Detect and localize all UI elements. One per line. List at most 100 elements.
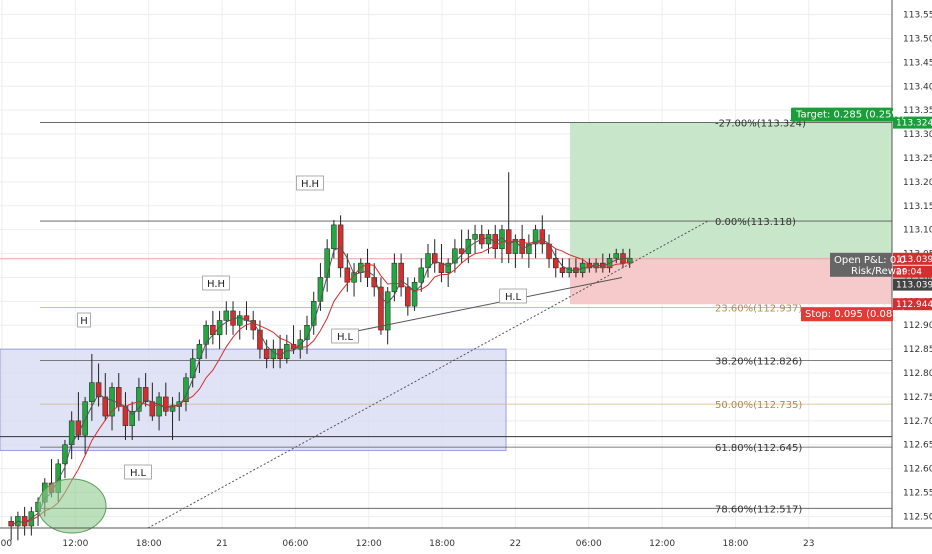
drawings-layer <box>37 220 709 534</box>
price-tick-label: 112.650 <box>903 441 932 451</box>
fib-level-label: 0.00%(113.118) <box>715 217 796 228</box>
fib-level-label: 61.80%(112.645) <box>715 443 802 454</box>
candle-up <box>317 277 324 302</box>
time-tick-label: 21 <box>216 539 227 549</box>
candle-up <box>136 387 142 412</box>
candle-up <box>169 406 176 412</box>
price-tag <box>893 278 932 291</box>
price-axis[interactable]: 113.550 113.500 113.450 113.400 113.350 113.3… <box>891 0 932 528</box>
annotation-label: H.L <box>130 468 147 479</box>
time-tick-label: 23 <box>803 539 814 549</box>
risk-reward-label: Risk/Rewar <box>851 266 907 277</box>
annotations-layer: H H.H H.H H.L H.L H.L <box>77 175 527 480</box>
candle-up <box>62 444 68 465</box>
candle-up <box>465 238 472 254</box>
target-zone <box>570 122 892 259</box>
fib-level-label: 50.00%(112.735) <box>715 400 802 411</box>
annotation-box <box>499 288 527 304</box>
candle-up <box>331 224 337 250</box>
price-tick-label: 112.900 <box>903 321 932 331</box>
candle-down <box>431 253 438 264</box>
dashed-trend-line <box>147 220 709 529</box>
price-tick-label: 113.250 <box>903 154 932 164</box>
annotation-label: H.L <box>505 292 522 303</box>
open-pl-box <box>830 252 892 277</box>
annotation-box <box>124 464 152 480</box>
price-tag-label: 29:04 <box>896 268 922 278</box>
candle-down <box>552 258 559 269</box>
candle-down <box>102 396 109 417</box>
price-tag <box>893 298 932 311</box>
candle-up <box>472 234 478 240</box>
price-tick-label: 112.700 <box>903 417 932 427</box>
price-tick-label: 112.550 <box>903 489 932 499</box>
annotation-label: H.L <box>337 332 354 343</box>
candle-up <box>613 253 620 259</box>
target-label-box <box>791 107 893 122</box>
candle-down <box>95 382 102 398</box>
levels-layer: -27.00%(113.324) 0.00%(113.118) 23.60%(112… <box>0 119 892 515</box>
candle-up <box>216 320 223 336</box>
candle-up <box>284 344 290 359</box>
candle-down <box>378 286 384 331</box>
price-tick-label: 113.450 <box>903 58 932 68</box>
annotation-label: H.H <box>207 279 225 290</box>
price-tick-label: 113.000 <box>903 273 932 283</box>
highlight-ellipse <box>37 478 107 534</box>
candle-up <box>189 358 196 379</box>
price-tick-label: 112.750 <box>903 393 932 403</box>
annotation-box <box>202 275 230 291</box>
price-tick-label: 112.800 <box>903 369 932 379</box>
price-tick-label: 113.150 <box>903 202 932 212</box>
time-tick-label: 18:00 <box>722 539 748 549</box>
annotation-label: H <box>80 316 88 327</box>
candle-down <box>263 348 270 359</box>
candle-up <box>109 387 115 417</box>
annotation-label: H.H <box>301 179 319 190</box>
price-tag <box>893 265 932 278</box>
position-labels: Target: 0.285 (0.25%) Stop: 0.095 (0.08%)… <box>791 107 907 322</box>
candle-up <box>526 243 532 254</box>
candle-up <box>203 324 209 345</box>
price-tick-label: 113.300 <box>903 130 932 140</box>
candle-down <box>290 344 297 350</box>
candle-down <box>257 329 263 350</box>
time-tick-label: 18:00 <box>429 539 455 549</box>
candle-up <box>411 281 418 307</box>
annotation-box <box>331 328 359 344</box>
candle-down <box>546 243 552 259</box>
price-tag-label: 113.039 <box>896 255 932 265</box>
price-tick-label: 113.400 <box>903 82 932 92</box>
candle-up <box>89 382 95 402</box>
candle-up <box>196 344 203 359</box>
price-tag-label: 113.324 <box>896 119 932 129</box>
time-tick-label: 18:00 <box>136 539 162 549</box>
price-tick-label: 112.850 <box>903 345 932 355</box>
candle-down <box>8 520 14 527</box>
candle-down <box>149 401 156 417</box>
time-tick-label: 12:00 <box>649 539 675 549</box>
ma-layer <box>10 236 630 527</box>
candle-up <box>391 262 398 293</box>
candle-down <box>492 234 498 250</box>
stop-label: Stop: 0.095 (0.08%) <box>805 309 906 320</box>
candle-up <box>223 310 230 321</box>
time-axis[interactable]: 6:00 12:00 18:00 21 06:00 12:00 18:00 22 06:00 12… <box>0 527 932 549</box>
candle-down <box>438 262 445 273</box>
candle-down <box>115 387 122 407</box>
price-tick-label: 113.550 <box>903 11 932 21</box>
moving-average-line <box>10 236 630 527</box>
time-tick-label: 06:00 <box>282 539 308 549</box>
price-tick-label: 112.500 <box>903 512 932 522</box>
price-tick-label: 113.350 <box>903 106 932 116</box>
candle-up <box>445 262 451 273</box>
candle-up <box>626 258 633 264</box>
candle-up <box>418 267 425 283</box>
price-tick-label: 113.100 <box>903 226 932 236</box>
time-tick-label: 22 <box>510 539 521 549</box>
candle-down <box>458 248 465 254</box>
candle-down <box>559 267 566 273</box>
candle-down <box>250 320 256 331</box>
